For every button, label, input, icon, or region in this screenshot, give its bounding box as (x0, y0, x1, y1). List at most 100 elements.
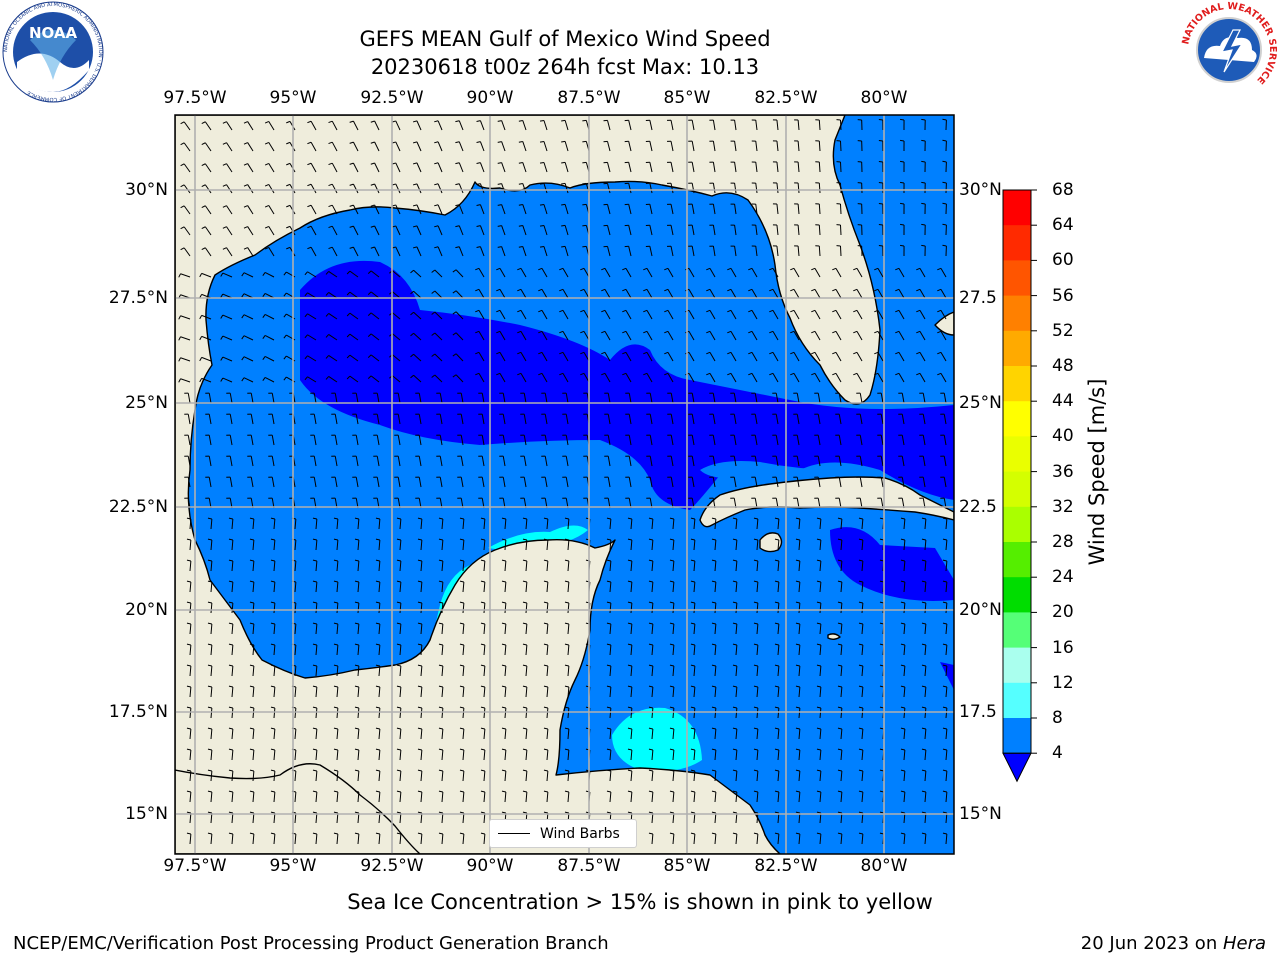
wind-barb (396, 664, 402, 677)
wind-barb (480, 559, 486, 572)
wind-barb (837, 832, 843, 845)
wind-barb (543, 748, 549, 761)
sea-ice-note: Sea Ice Concentration > 15% is shown in … (347, 890, 933, 914)
wind-barb (459, 664, 465, 677)
wind-barb (606, 769, 612, 782)
wind-barb (942, 223, 947, 236)
wind-barb (688, 434, 695, 446)
wind-barb (543, 538, 549, 551)
wind-barb (417, 727, 423, 740)
wind-barb (727, 330, 737, 341)
wind-barb (711, 538, 717, 551)
wind-barb (921, 202, 926, 215)
wind-barb (522, 790, 528, 803)
wind-barb (312, 790, 318, 803)
wind-barb (793, 392, 800, 404)
wind-barb (835, 455, 842, 467)
wind-barb (346, 354, 359, 362)
wind-barb (916, 372, 926, 383)
wind-barb (501, 727, 507, 740)
wind-barb (732, 769, 738, 782)
wind-barb (669, 601, 675, 614)
wind-barb (795, 664, 801, 677)
wind-barb (942, 202, 947, 215)
wind-barb (688, 203, 695, 215)
wind-barb (262, 376, 275, 383)
wind-barb (520, 476, 527, 488)
wind-barb (226, 392, 233, 404)
wind-barb (367, 270, 380, 278)
wind-barb (836, 203, 842, 215)
wind-barb (648, 832, 654, 845)
wind-barb (648, 769, 654, 782)
wind-barb (373, 434, 380, 446)
wind-barb (580, 267, 590, 278)
wind-barb (900, 118, 905, 131)
wind-barb (564, 790, 570, 803)
wind-barb (688, 140, 695, 152)
wind-barb (748, 267, 758, 278)
wind-barb (373, 476, 380, 488)
wind-barb (562, 476, 569, 488)
footer-branch: NCEP/EMC/Verification Post Processing Pr… (13, 933, 609, 954)
wind-barb (417, 706, 423, 719)
wind-barb (832, 372, 842, 383)
wind-barb (562, 455, 569, 467)
wind-barb (622, 330, 632, 341)
wind-barb (543, 643, 549, 656)
wind-barb (709, 413, 716, 425)
wind-barb (312, 517, 318, 530)
wind-barb (228, 790, 234, 803)
wind-barb (940, 455, 947, 467)
wind-barb (606, 790, 612, 803)
wind-barb (412, 141, 422, 152)
wind-barb (270, 559, 276, 572)
wind-barb (417, 601, 423, 614)
wind-barb (559, 267, 569, 278)
lat-tick-left: 30°N (125, 180, 168, 200)
wind-barb (478, 392, 485, 404)
wind-barb (795, 559, 801, 572)
wind-barb (815, 245, 821, 257)
wind-barb (564, 622, 570, 635)
wind-barb (751, 245, 758, 257)
wind-barb (333, 706, 339, 719)
wind-barb (606, 517, 612, 530)
wind-barb (874, 330, 884, 341)
lon-tick-bottom: 80°W (860, 856, 908, 876)
lat-tick-right: 27.5 (959, 288, 997, 308)
wind-barb (520, 455, 527, 467)
wind-barb (921, 769, 927, 782)
wind-barb (517, 372, 527, 383)
wind-barb (312, 538, 318, 551)
wind-barb (268, 476, 275, 488)
wind-barb (622, 372, 632, 383)
wind-barb (753, 559, 759, 572)
wind-barb (921, 790, 927, 803)
wind-barb (417, 832, 423, 845)
wind-barb (270, 685, 276, 698)
wind-barb (606, 601, 612, 614)
wind-barb (561, 224, 569, 236)
wind-barb (942, 685, 948, 698)
wind-barb (774, 790, 780, 803)
wind-barb (709, 161, 716, 173)
wind-barb (220, 356, 233, 362)
lat-tick-right: 22.5 (959, 497, 997, 517)
wind-barb (811, 267, 821, 278)
wind-barb (501, 769, 507, 782)
wind-barb (455, 141, 464, 152)
wind-barb (228, 538, 234, 551)
wind-barb (711, 643, 717, 656)
wind-barb (751, 476, 758, 488)
wind-barb (769, 351, 779, 362)
wind-barb (270, 580, 276, 593)
wind-barb (732, 727, 738, 740)
wind-barb (772, 224, 779, 236)
wind-barb (478, 434, 485, 446)
wind-barb (499, 392, 506, 404)
wind-barb (436, 455, 443, 467)
wind-barb (564, 706, 570, 719)
wind-barb (688, 476, 695, 488)
wind-barb (816, 601, 822, 614)
